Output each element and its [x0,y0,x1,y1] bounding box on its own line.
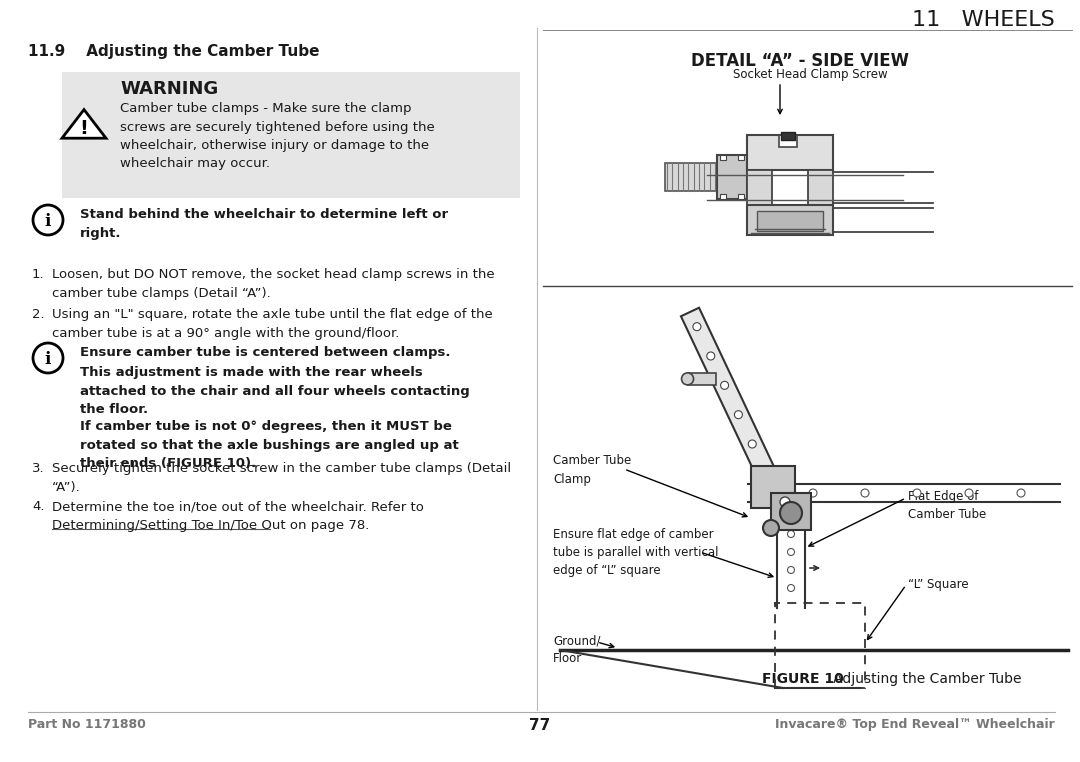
Text: 4.: 4. [32,500,44,513]
Text: i: i [44,351,51,369]
Text: FIGURE 10: FIGURE 10 [762,672,843,686]
Bar [779,135,797,147]
Text: Ensure camber tube is centered between clamps.: Ensure camber tube is centered between c… [80,346,450,359]
Text: Loosen, but DO NOT remove, the socket head clamp screws in the
camber tube clamp: Loosen, but DO NOT remove, the socket he… [52,268,495,299]
Circle shape [720,381,729,389]
Text: Ground/
Floor: Ground/ Floor [553,634,600,665]
Circle shape [780,497,789,507]
Text: This adjustment is made with the rear wheels
attached to the chair and all four : This adjustment is made with the rear wh… [80,366,470,416]
Polygon shape [62,110,106,138]
Bar [720,155,726,160]
Circle shape [787,530,795,537]
Text: WARNING: WARNING [120,80,218,98]
Bar [738,194,744,199]
Text: Socket Head Clamp Screw: Socket Head Clamp Screw [732,68,888,81]
Text: Camber tube clamps - Make sure the clamp
screws are securely tightened before us: Camber tube clamps - Make sure the clamp… [120,102,435,171]
Text: Determine the toe in/toe out of the wheelchair. Refer to
Determining/Setting Toe: Determine the toe in/toe out of the whee… [52,500,423,532]
Circle shape [787,549,795,555]
Text: Part No 1171880: Part No 1171880 [28,718,146,731]
Bar [775,603,865,688]
Text: !: ! [80,120,89,139]
Circle shape [706,352,715,360]
Circle shape [693,322,701,331]
Circle shape [748,440,756,448]
Text: 2.: 2. [32,308,44,321]
Text: DETAIL “A” - SIDE VIEW: DETAIL “A” - SIDE VIEW [691,52,909,70]
Circle shape [913,489,921,497]
Circle shape [762,520,779,536]
Text: “L” Square: “L” Square [908,578,969,591]
Bar [757,211,823,231]
Circle shape [787,566,795,574]
Text: Stand behind the wheelchair to determine left or
right.: Stand behind the wheelchair to determine… [80,208,448,239]
Bar [62,72,519,198]
Text: Flat Edge of
Camber Tube: Flat Edge of Camber Tube [908,490,986,521]
Bar [688,373,716,385]
Polygon shape [681,308,782,492]
Bar [781,132,795,140]
Bar [747,205,833,235]
Text: 11.9    Adjusting the Camber Tube: 11.9 Adjusting the Camber Tube [28,44,320,59]
Circle shape [780,502,802,524]
Text: 11   WHEELS: 11 WHEELS [913,10,1055,30]
Bar [738,155,744,160]
Bar [747,170,772,205]
Circle shape [787,584,795,591]
Bar [665,163,717,191]
Text: If camber tube is not 0° degrees, then it MUST be
rotated so that the axle bushi: If camber tube is not 0° degrees, then i… [80,420,459,470]
Text: Using an "L" square, rotate the axle tube until the flat edge of the
camber tube: Using an "L" square, rotate the axle tub… [52,308,492,340]
Text: 3.: 3. [32,462,44,475]
Circle shape [734,411,742,418]
Text: i: i [44,213,51,230]
Text: Securely tighten the socket screw in the camber tube clamps (Detail
“A”).: Securely tighten the socket screw in the… [52,462,511,494]
Bar [808,170,833,205]
Bar [717,155,747,199]
Circle shape [809,489,816,497]
Circle shape [681,373,693,385]
Bar [771,493,811,530]
Circle shape [861,489,869,497]
Bar [751,466,795,508]
Text: 77: 77 [529,718,551,733]
Text: Ensure flat edge of camber
tube is parallel with vertical
edge of “L” square: Ensure flat edge of camber tube is paral… [553,528,718,577]
Circle shape [966,489,973,497]
Bar [720,194,726,199]
Text: Invacare® Top End Reveal™ Wheelchair: Invacare® Top End Reveal™ Wheelchair [775,718,1055,731]
Text: Camber Tube
Clamp: Camber Tube Clamp [553,454,631,485]
Text: Adjusting the Camber Tube: Adjusting the Camber Tube [820,672,1022,686]
Bar [747,135,833,170]
Circle shape [762,469,770,477]
Circle shape [787,513,795,520]
Circle shape [1017,489,1025,497]
Text: 1.: 1. [32,268,44,281]
